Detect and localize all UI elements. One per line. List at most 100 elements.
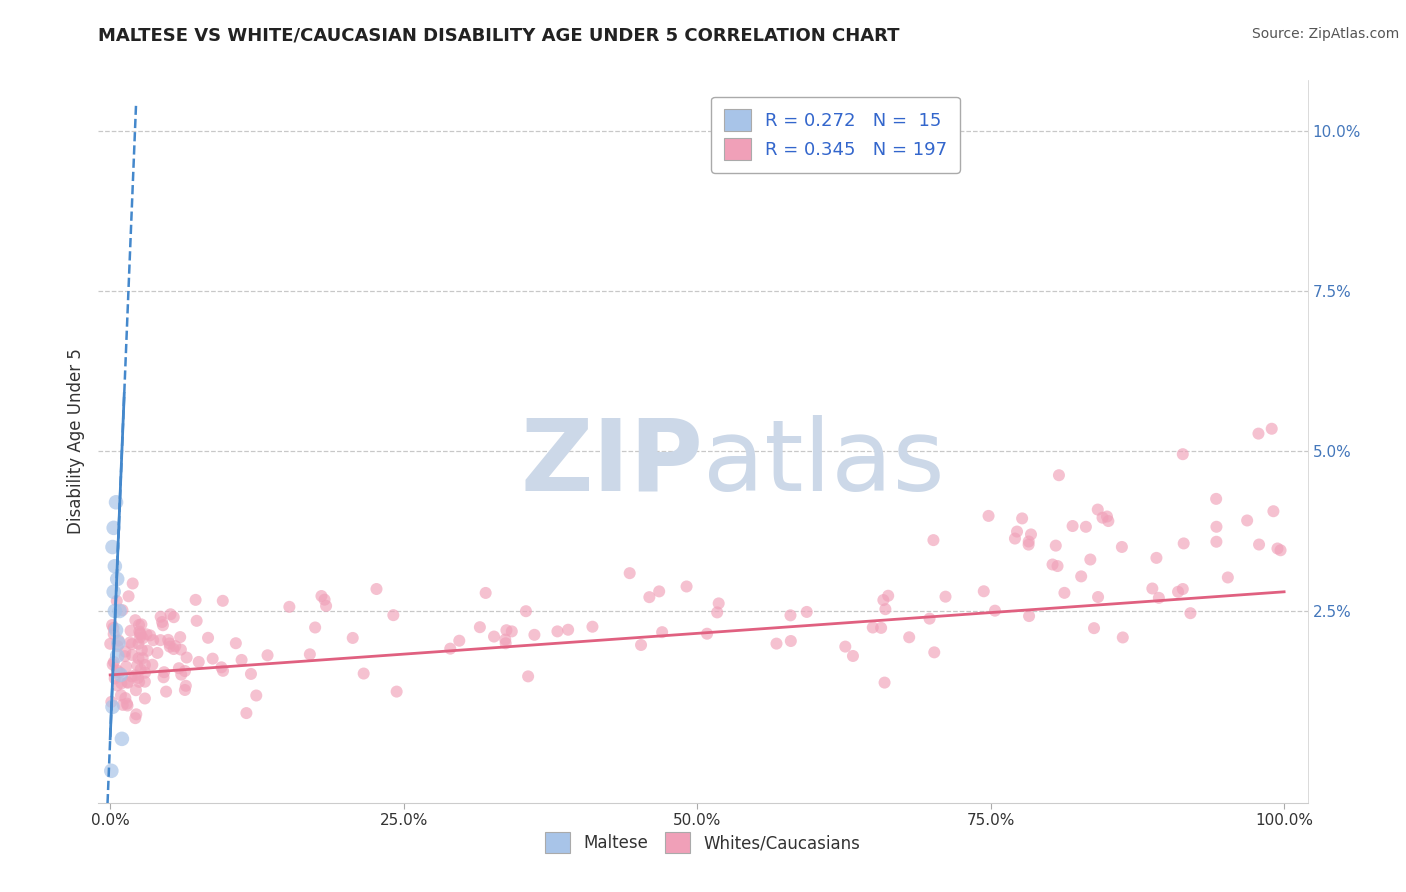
Point bbox=[117, 698, 139, 713]
Point bbox=[131, 643, 153, 657]
Point bbox=[1267, 541, 1289, 556]
Point bbox=[105, 594, 128, 608]
Point bbox=[494, 632, 516, 647]
Point bbox=[696, 626, 718, 640]
Point bbox=[134, 674, 156, 689]
Point bbox=[873, 675, 896, 690]
Point bbox=[482, 630, 505, 644]
Point bbox=[157, 632, 180, 647]
Point bbox=[796, 605, 818, 619]
Point bbox=[105, 623, 128, 637]
Point bbox=[128, 674, 150, 689]
Point bbox=[103, 655, 125, 669]
Point bbox=[366, 582, 388, 596]
Point bbox=[121, 669, 143, 683]
Point bbox=[1087, 590, 1109, 604]
Point bbox=[135, 627, 157, 641]
Point bbox=[779, 608, 801, 623]
Point bbox=[1018, 538, 1040, 552]
Point bbox=[120, 624, 142, 638]
Point bbox=[231, 653, 253, 667]
Point bbox=[187, 655, 209, 669]
Point bbox=[105, 664, 128, 678]
Point bbox=[108, 604, 131, 618]
Point bbox=[121, 637, 143, 651]
Point bbox=[159, 636, 181, 650]
Point bbox=[495, 624, 517, 638]
Point bbox=[1111, 540, 1133, 554]
Point bbox=[101, 699, 124, 714]
Point bbox=[114, 649, 136, 664]
Point bbox=[934, 590, 956, 604]
Point bbox=[162, 642, 184, 657]
Legend: Maltese, Whites/Caucasians: Maltese, Whites/Caucasians bbox=[538, 826, 868, 860]
Point bbox=[922, 533, 945, 548]
Point bbox=[129, 627, 152, 641]
Point bbox=[103, 627, 125, 641]
Point bbox=[922, 645, 945, 659]
Point bbox=[315, 599, 337, 613]
Point bbox=[1260, 422, 1282, 436]
Point bbox=[124, 613, 146, 627]
Point bbox=[165, 639, 187, 653]
Point bbox=[1180, 606, 1202, 620]
Point bbox=[501, 624, 523, 639]
Point bbox=[128, 624, 150, 639]
Point bbox=[1171, 447, 1194, 461]
Point bbox=[129, 663, 152, 677]
Point bbox=[127, 637, 149, 651]
Point bbox=[149, 609, 172, 624]
Point bbox=[239, 667, 262, 681]
Point bbox=[128, 631, 150, 645]
Point bbox=[1147, 591, 1170, 605]
Point bbox=[104, 604, 127, 618]
Point bbox=[117, 589, 139, 603]
Point bbox=[342, 631, 364, 645]
Point bbox=[125, 683, 148, 698]
Point bbox=[256, 648, 278, 663]
Point bbox=[546, 624, 568, 639]
Point bbox=[385, 684, 408, 698]
Point bbox=[651, 625, 673, 640]
Point bbox=[862, 620, 884, 634]
Point bbox=[515, 604, 537, 618]
Point bbox=[1087, 502, 1109, 516]
Point bbox=[209, 660, 232, 674]
Point bbox=[184, 592, 207, 607]
Point bbox=[1078, 552, 1101, 566]
Point bbox=[870, 621, 893, 635]
Point bbox=[1091, 510, 1114, 524]
Point bbox=[105, 678, 128, 692]
Point bbox=[110, 676, 132, 690]
Point bbox=[212, 664, 235, 678]
Point bbox=[118, 635, 141, 649]
Point bbox=[98, 637, 121, 651]
Point bbox=[675, 579, 697, 593]
Point bbox=[134, 665, 156, 680]
Point bbox=[121, 576, 143, 591]
Point bbox=[1004, 532, 1026, 546]
Point bbox=[142, 633, 165, 648]
Point bbox=[197, 631, 219, 645]
Point bbox=[211, 594, 233, 608]
Point bbox=[872, 593, 894, 607]
Point bbox=[1070, 569, 1092, 583]
Point bbox=[139, 628, 162, 642]
Point bbox=[101, 618, 124, 632]
Point bbox=[132, 631, 155, 645]
Point bbox=[114, 644, 136, 658]
Point bbox=[163, 610, 186, 624]
Text: atlas: atlas bbox=[703, 415, 945, 512]
Point bbox=[125, 707, 148, 722]
Point bbox=[108, 665, 131, 680]
Point bbox=[1173, 536, 1195, 550]
Point bbox=[115, 659, 138, 673]
Point bbox=[1097, 514, 1119, 528]
Point bbox=[225, 636, 247, 650]
Point bbox=[101, 540, 124, 554]
Point bbox=[834, 640, 856, 654]
Point bbox=[706, 606, 728, 620]
Point bbox=[630, 638, 652, 652]
Point bbox=[103, 584, 125, 599]
Point bbox=[159, 607, 181, 622]
